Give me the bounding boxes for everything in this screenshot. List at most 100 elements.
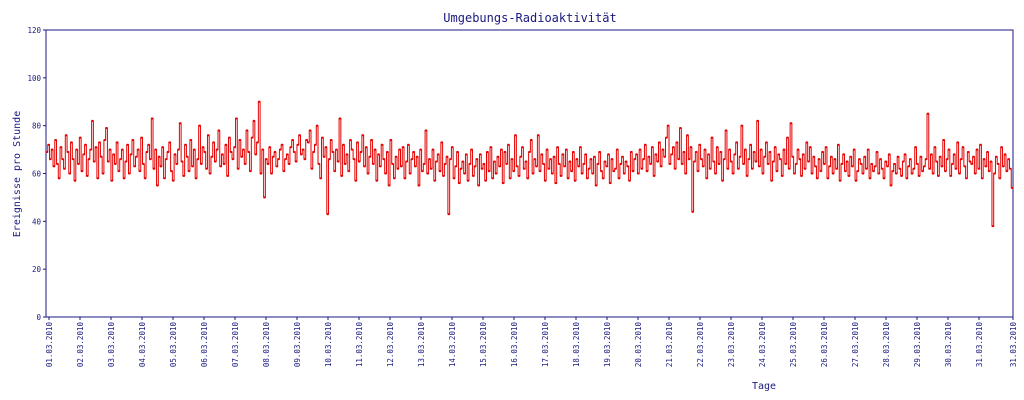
x-tick-label: 03.03.2010 [107,322,116,368]
data-point [144,177,147,180]
data-point [242,148,245,151]
data-point [209,172,212,175]
data-point [772,160,775,163]
data-point [361,134,364,137]
data-point [897,155,900,158]
data-point [307,141,310,144]
data-point [1000,146,1003,149]
x-tick-label: 18.03.2010 [572,322,581,368]
data-point [732,172,735,175]
data-point [367,172,370,175]
data-point [119,158,122,161]
data-point [314,143,317,146]
data-point [509,177,512,180]
data-point [1005,170,1008,173]
data-point [54,139,57,142]
data-point [921,170,924,173]
data-point [818,158,821,161]
data-point [214,160,217,163]
x-tick-label: 12.03.2010 [386,322,395,368]
data-point [305,139,308,142]
data-point [814,165,817,168]
data-point [961,146,964,149]
data-point [663,155,666,158]
data-point [51,148,54,151]
data-point [588,167,591,170]
data-point [417,184,420,187]
data-point [914,146,917,149]
data-point [712,160,715,163]
data-point [795,162,798,165]
data-point [107,160,110,163]
data-point [344,162,347,165]
data-point [858,158,861,161]
data-point [870,162,873,165]
data-point [89,148,92,151]
data-point [338,117,341,120]
data-point [88,158,90,161]
data-point [274,150,277,153]
data-point [644,143,647,146]
data-point [963,165,966,168]
data-point [59,146,62,149]
data-point [503,150,506,153]
data-point [553,155,556,158]
data-point [444,162,447,165]
data-point [911,172,914,175]
data-point [575,158,578,161]
data-point [310,167,313,170]
data-point [254,153,257,156]
data-point [654,153,657,156]
data-point [293,150,296,153]
data-point [116,141,119,144]
data-point [865,167,868,170]
data-point [770,179,773,182]
data-point [340,174,343,177]
data-point [625,160,628,163]
data-point [428,158,431,161]
data-point [396,167,399,170]
data-point [63,167,66,170]
data-point [510,158,513,161]
data-point [345,153,348,156]
data-point [217,129,220,132]
data-point [140,136,143,139]
data-point [730,160,733,163]
data-point [414,165,417,168]
data-point [726,167,729,170]
y-tick-label: 20 [32,265,42,274]
data-point [839,179,842,182]
data-point [168,141,171,144]
data-point [647,155,650,158]
data-point [454,165,457,168]
x-tick-label: 15.03.2010 [479,322,488,368]
data-point [58,177,61,180]
data-point [977,167,980,170]
data-point [440,141,443,144]
data-point [312,150,315,153]
data-point [328,158,331,161]
data-point [460,167,463,170]
x-tick-label: 14.03.2010 [448,322,457,368]
data-point [91,119,94,122]
data-point [793,172,796,175]
data-point [893,162,896,165]
data-point [193,148,196,151]
data-point [849,155,852,158]
data-point [998,177,1001,180]
data-point [279,148,282,151]
data-point [182,174,185,177]
data-point [884,160,887,163]
data-point [716,146,719,149]
data-point [791,155,794,158]
data-point [667,124,670,127]
data-point [847,174,850,177]
x-tick-label: 01.03.2010 [45,322,54,368]
data-point [568,160,571,163]
data-point [609,182,612,185]
data-point [572,150,575,153]
data-point [689,146,692,149]
data-point [577,165,580,168]
y-tick-label: 0 [36,313,41,322]
x-tick-label: 26.03.2010 [820,322,829,368]
